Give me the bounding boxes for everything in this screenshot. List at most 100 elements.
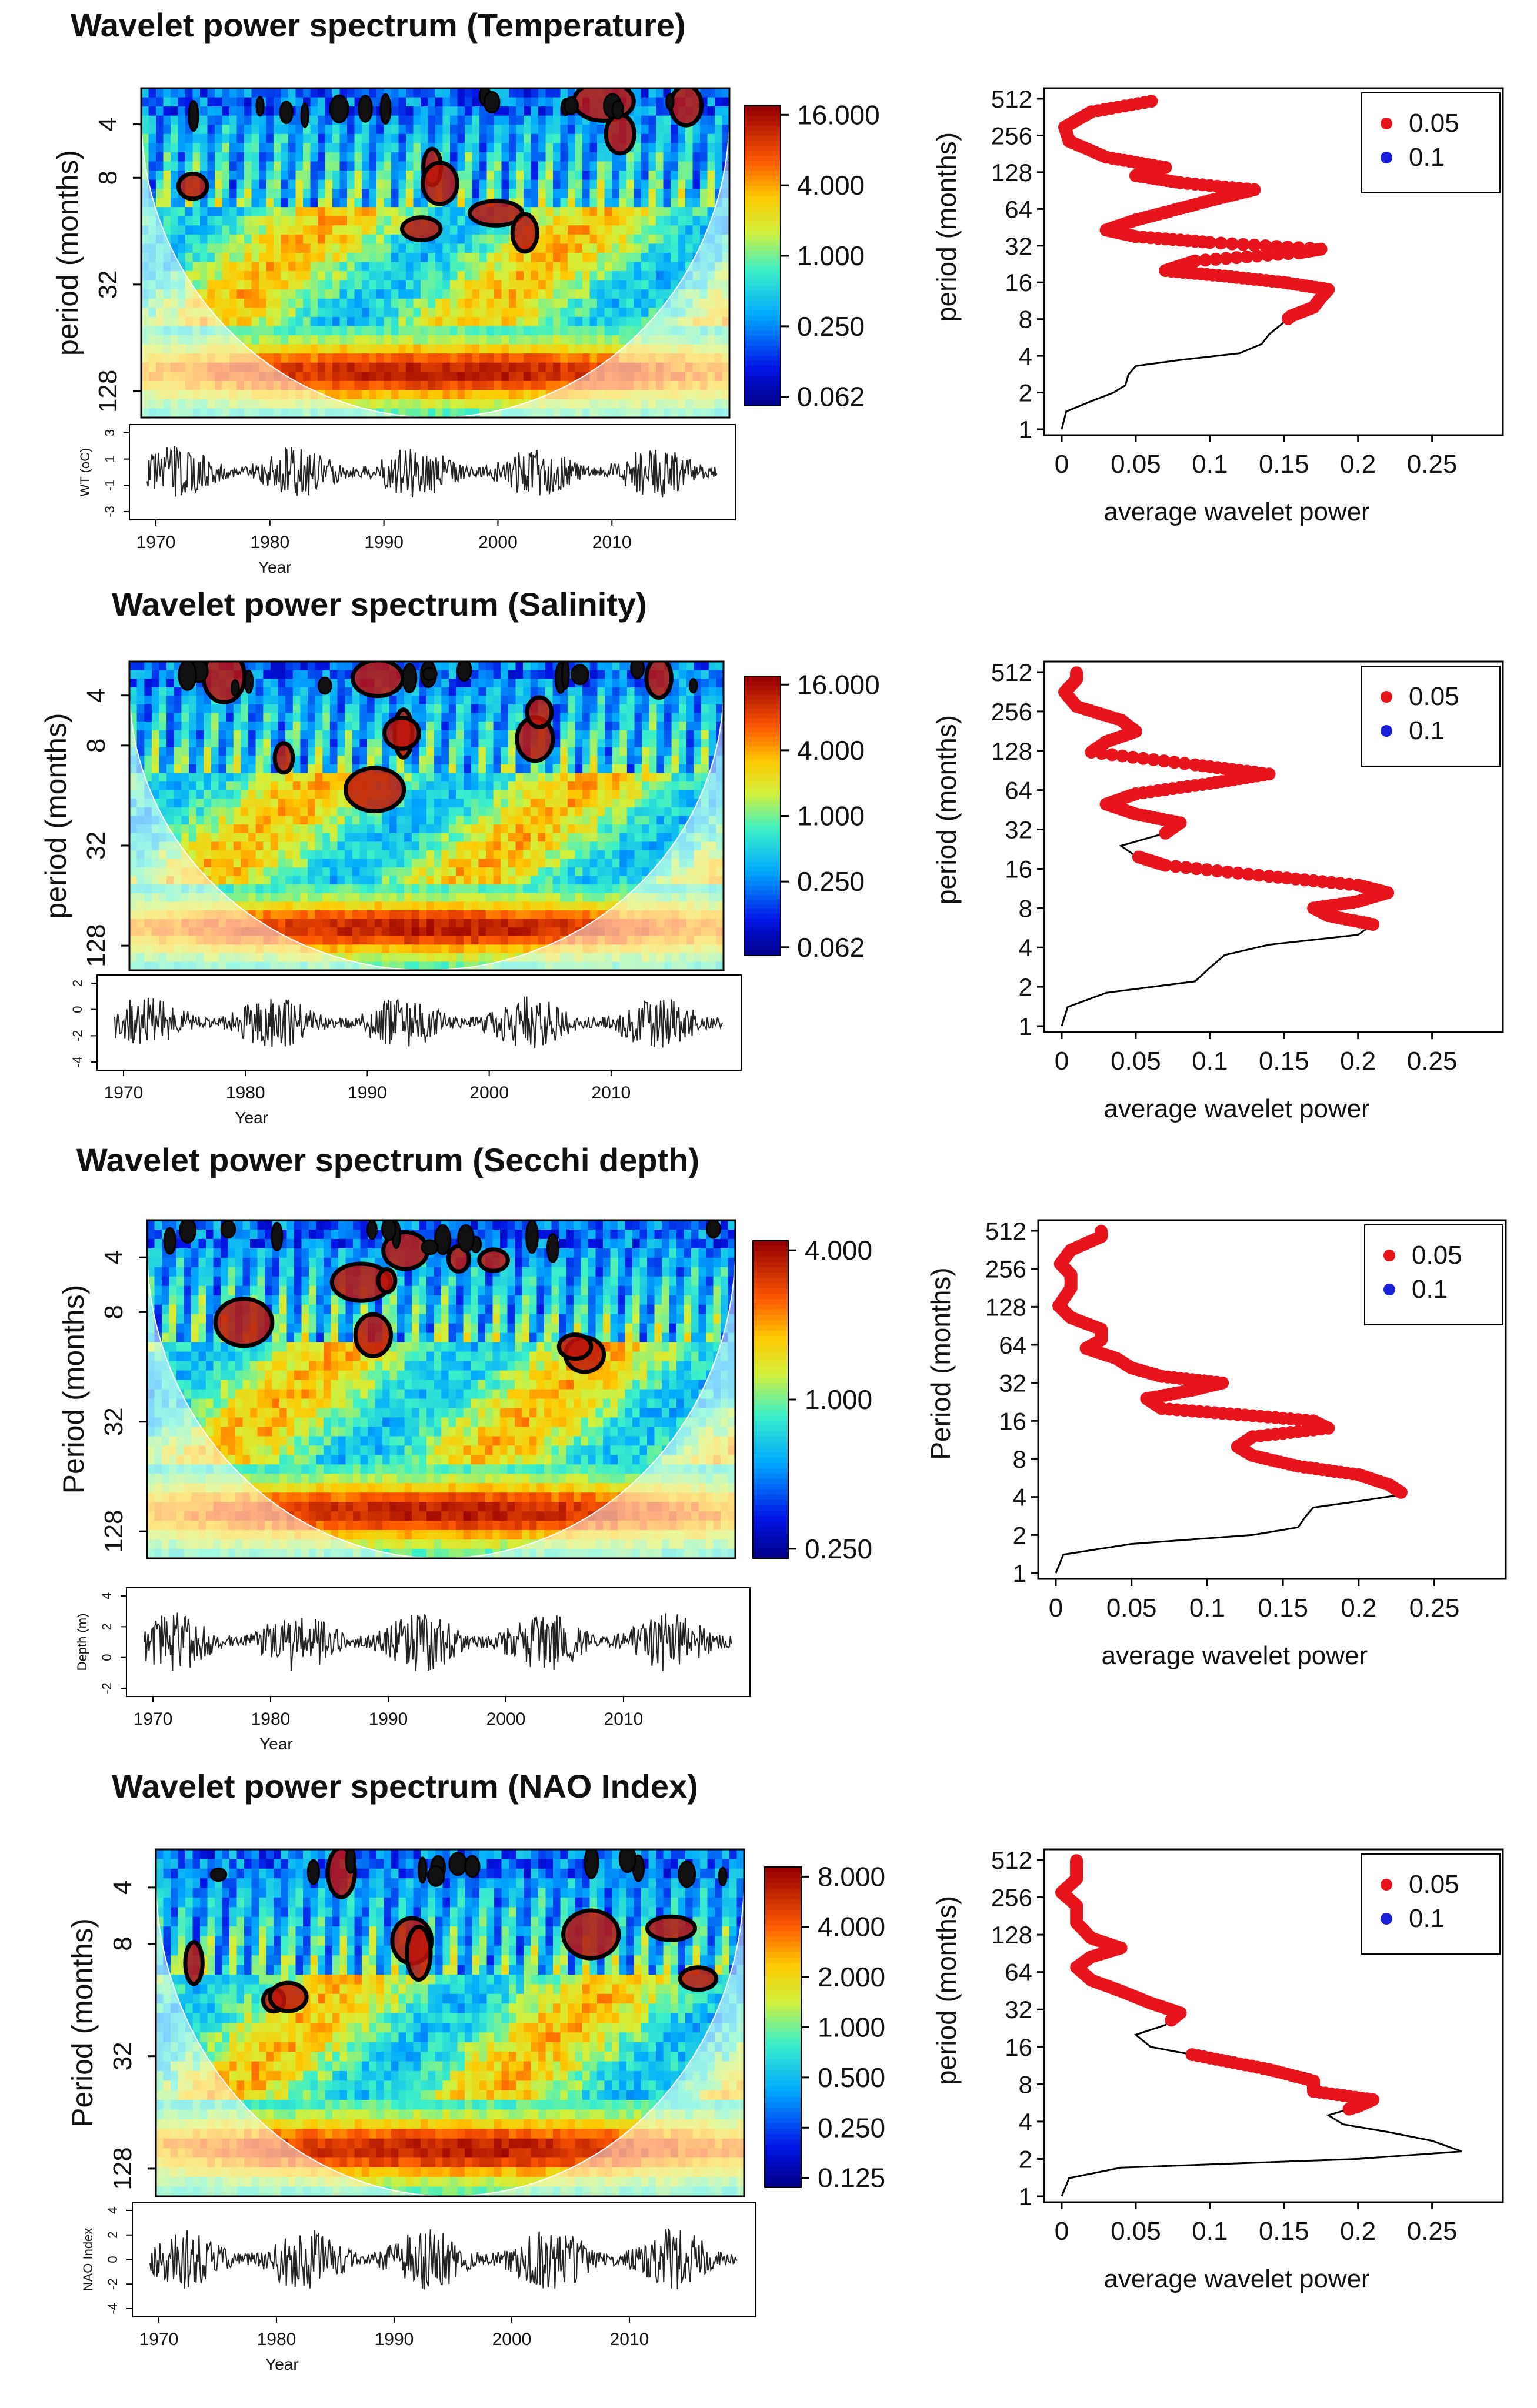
heatmap-cell [293, 739, 301, 747]
heatmap-cell [590, 679, 598, 687]
heatmap-cell [252, 235, 259, 244]
heatmap-cell [538, 308, 546, 317]
heatmap-cell [208, 235, 215, 244]
heatmap-cell [144, 670, 152, 679]
heatmap-cell [208, 198, 215, 208]
heatmap-cell [248, 764, 256, 773]
heatmap-cell [516, 816, 524, 825]
heatmap-cell [494, 353, 502, 363]
heatmap-cell [619, 781, 627, 790]
heatmap-cell [248, 713, 256, 722]
significant-point [1259, 239, 1272, 252]
heatmap-cell [274, 207, 281, 216]
heatmap-cell [308, 747, 315, 756]
heatmap-cell [664, 781, 672, 790]
heatmap-cell [278, 713, 286, 722]
heatmap-cell [200, 125, 208, 134]
heatmap-cell [494, 189, 502, 198]
average-power-ytick-label: 256 [991, 122, 1032, 149]
heatmap-cell [391, 308, 399, 317]
heatmap-cell [308, 824, 315, 833]
heatmap-cell [435, 363, 443, 372]
heatmap-cell [634, 262, 642, 272]
heatmap-cell [208, 171, 215, 180]
heatmap-cell [376, 180, 384, 189]
heatmap-cell [502, 125, 509, 134]
heatmap-cell [428, 317, 436, 326]
significant-point [1215, 236, 1228, 249]
heatmap-cell [449, 773, 456, 782]
heatmap-cell [605, 280, 612, 290]
heatmap-cell [252, 262, 259, 272]
heatmap-cell [369, 335, 377, 345]
heatmap-cell [414, 262, 421, 272]
heatmap-cell [597, 180, 605, 189]
heatmap-cell [421, 390, 428, 399]
heatmap-cell [656, 216, 664, 226]
heatmap-cell [384, 317, 392, 326]
heatmap-cell [524, 326, 531, 335]
heatmap-cell [159, 704, 167, 713]
heatmap-cell [189, 799, 196, 807]
heatmap-cell [546, 317, 554, 326]
heatmap-cell [308, 739, 315, 747]
heatmap-cell [300, 781, 308, 790]
heatmap-cell [200, 134, 208, 143]
colorbar-segment [744, 336, 781, 341]
heatmap-cell [443, 125, 451, 134]
heatmap-cell [694, 696, 702, 704]
heatmap-cell [449, 807, 456, 816]
heatmap-cell [311, 345, 318, 354]
heatmap-cell [531, 253, 539, 262]
colorbar-segment [744, 196, 781, 201]
heatmap-cell [308, 807, 315, 816]
heatmap-cell [435, 390, 443, 399]
heatmap-cell [524, 98, 531, 107]
heatmap-cell [575, 764, 583, 773]
heatmap-cell [181, 781, 189, 790]
heatmap-cell [211, 704, 219, 713]
heatmap-cell [458, 262, 465, 272]
heatmap-cell [597, 739, 605, 747]
heatmap-cell [340, 280, 348, 290]
heatmap-cell [211, 807, 219, 816]
heatmap-cell [406, 335, 414, 345]
heatmap-cell [311, 125, 318, 134]
heatmap-cell [171, 152, 178, 162]
heatmap-cell [494, 679, 501, 687]
heatmap-cell [256, 704, 264, 713]
heatmap-cell [672, 756, 679, 764]
heatmap-cell [472, 280, 480, 290]
colorbar-tick-label: 16.000 [797, 99, 880, 130]
heatmap-cell [450, 243, 458, 253]
heatmap-cell [575, 824, 583, 833]
heatmap-cell [538, 161, 546, 171]
heatmap-cell [330, 739, 338, 747]
heatmap-cell [259, 317, 266, 326]
heatmap-cell [256, 824, 264, 833]
heatmap-cell [471, 687, 479, 696]
heatmap-cell [553, 161, 561, 171]
heatmap-cell [701, 739, 709, 747]
heatmap-cell [619, 670, 627, 679]
heatmap-cell [222, 289, 230, 299]
heatmap-cell [428, 125, 436, 134]
heatmap-cell [501, 713, 508, 722]
heatmap-cell [244, 98, 252, 107]
heatmap-cell [582, 134, 590, 143]
heatmap-cell [516, 704, 524, 713]
heatmap-cell [590, 134, 598, 143]
heatmap-cell [464, 764, 471, 773]
heatmap-cell [478, 722, 486, 730]
heatmap-cell [193, 262, 201, 272]
heatmap-cell [649, 116, 656, 125]
heatmap-cell [679, 781, 686, 790]
heatmap-cell [486, 764, 494, 773]
heatmap-cell [164, 106, 171, 116]
heatmap-cell [641, 299, 649, 308]
heatmap-cell [406, 363, 414, 372]
heatmap-cell [508, 739, 516, 747]
heatmap-cell [376, 326, 384, 335]
heatmap-cell [293, 679, 301, 687]
heatmap-cell [412, 799, 419, 807]
